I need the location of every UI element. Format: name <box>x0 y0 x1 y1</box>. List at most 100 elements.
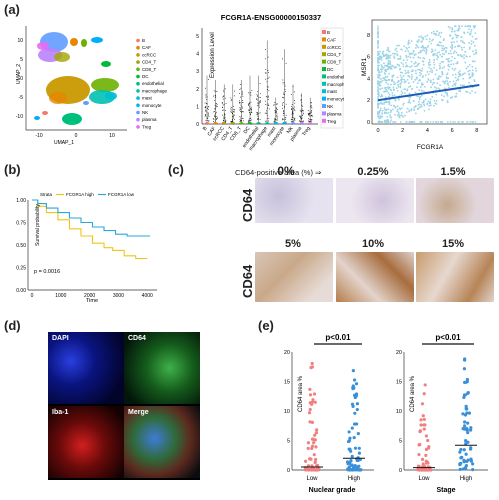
violin-point <box>300 115 302 117</box>
scatter-point <box>415 76 418 79</box>
violin-point <box>291 121 292 123</box>
dotplot-point <box>422 427 426 431</box>
violin-point <box>292 111 293 113</box>
scatter-point <box>456 61 459 63</box>
violin-point <box>248 103 250 105</box>
violin-point <box>231 111 233 113</box>
violin-point <box>206 96 208 98</box>
scatter-point <box>460 121 463 123</box>
scatter-point <box>440 94 443 96</box>
scatter-point <box>464 72 466 75</box>
violin-point <box>258 103 260 105</box>
scatter-point <box>433 104 435 107</box>
scatter-point <box>403 45 406 48</box>
scatter-point <box>406 71 408 74</box>
scatter-point <box>390 104 393 107</box>
scatter-point <box>420 73 422 75</box>
scatter-point <box>379 71 381 74</box>
violin-point <box>282 96 284 98</box>
scatter-point <box>458 90 460 92</box>
scatter-point <box>465 67 468 70</box>
scatter-point <box>449 121 452 123</box>
dotplot-point <box>468 447 473 451</box>
scatter-ytick: 8 <box>367 33 370 39</box>
km-ylabel: Survival probability <box>35 204 41 246</box>
scatter-point <box>435 93 438 96</box>
dotplot-point <box>423 423 427 427</box>
scatter-point <box>454 95 456 98</box>
violin-ytick: 0 <box>196 122 199 128</box>
violin-body <box>281 122 288 124</box>
scatter-point <box>405 64 408 67</box>
scatter-point <box>377 93 379 95</box>
scatter-point <box>468 46 471 49</box>
scatter-point <box>424 74 427 77</box>
scatter-point <box>378 55 381 58</box>
dotplot-point <box>462 424 467 428</box>
violin-point <box>285 117 287 119</box>
violin-point <box>232 120 234 122</box>
scatter-point <box>428 64 430 66</box>
ihc-pct-5: 15% <box>441 238 465 250</box>
scatter-point <box>420 35 422 38</box>
scatter-point <box>402 65 405 68</box>
scatter-point <box>417 46 420 49</box>
violin-point <box>250 117 252 119</box>
scatter-point <box>380 93 383 96</box>
violin-point <box>267 70 269 72</box>
scatter-point <box>378 110 381 113</box>
scatter-ytick: 0 <box>367 120 370 126</box>
violin-point <box>294 117 296 119</box>
dotplot-point <box>423 383 427 387</box>
violin-point <box>214 113 216 115</box>
dotplot-point <box>458 467 462 471</box>
violin-point <box>223 95 225 97</box>
scatter-point <box>380 70 383 73</box>
scatter-point <box>430 32 433 34</box>
umap-legend-swatch <box>136 103 140 108</box>
scatter-point <box>459 84 462 86</box>
scatter-point <box>447 77 450 79</box>
scatter-point <box>395 87 398 90</box>
violin-point <box>256 95 258 97</box>
violin-point <box>285 121 287 123</box>
dotplot-point <box>313 400 317 404</box>
scatter-xtick: 6 <box>451 128 454 134</box>
scatter-point <box>392 89 395 92</box>
violin-point <box>223 117 224 119</box>
ihc-pct-0: 0% <box>277 164 295 178</box>
scatter-point <box>470 31 472 33</box>
violin-point <box>230 109 232 111</box>
scatter-point <box>455 62 458 65</box>
scatter-point <box>468 63 471 66</box>
dotplot-point <box>312 441 316 445</box>
scatter-point <box>385 119 388 122</box>
scatter-point <box>394 121 397 123</box>
dotplot-point <box>458 450 462 454</box>
violin-body <box>264 122 271 124</box>
violin-point <box>222 104 224 106</box>
scatter-point <box>420 40 423 43</box>
violin-ytick: 3 <box>196 69 199 75</box>
scatter-point <box>419 68 421 71</box>
scatter-point <box>433 86 436 88</box>
violin-legend-item: mast <box>327 89 338 94</box>
dotplot-point <box>421 414 425 418</box>
violin-point <box>276 107 278 109</box>
violin-point <box>291 116 293 118</box>
scatter-point <box>410 107 413 110</box>
violin-point <box>242 111 244 112</box>
scatter-point <box>377 60 379 63</box>
ihc-image-025pct <box>336 178 414 223</box>
dotplot-point <box>313 433 317 437</box>
violin-point <box>215 103 217 105</box>
scatter-point <box>377 86 379 89</box>
scatter-point <box>386 115 389 118</box>
violin-point <box>248 103 249 105</box>
violin-point <box>275 118 277 120</box>
violin-point <box>214 115 216 117</box>
scatter-point <box>420 104 423 106</box>
scatter-point <box>422 101 425 104</box>
violin-point <box>284 93 286 95</box>
scatter-point <box>455 51 458 54</box>
